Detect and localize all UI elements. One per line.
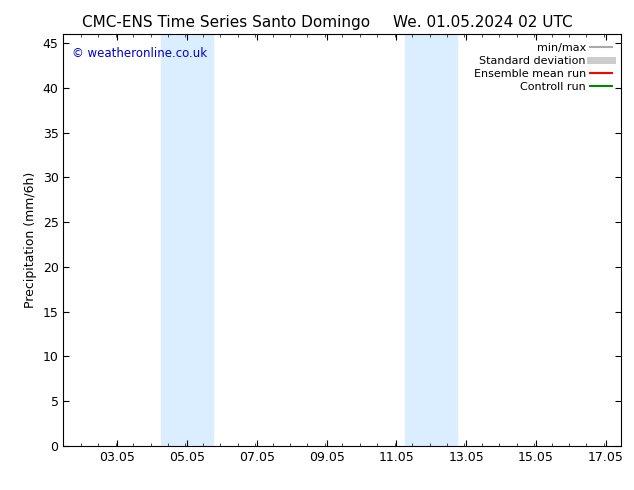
Legend: min/max, Standard deviation, Ensemble mean run, Controll run: min/max, Standard deviation, Ensemble me…: [470, 40, 616, 95]
Bar: [161, 34, 213, 446]
Y-axis label: Precipitation (mm/6h): Precipitation (mm/6h): [24, 172, 37, 308]
Text: We. 01.05.2024 02 UTC: We. 01.05.2024 02 UTC: [393, 15, 573, 30]
Bar: [405, 34, 458, 446]
Text: © weatheronline.co.uk: © weatheronline.co.uk: [72, 47, 207, 60]
Text: CMC-ENS Time Series Santo Domingo: CMC-ENS Time Series Santo Domingo: [82, 15, 370, 30]
